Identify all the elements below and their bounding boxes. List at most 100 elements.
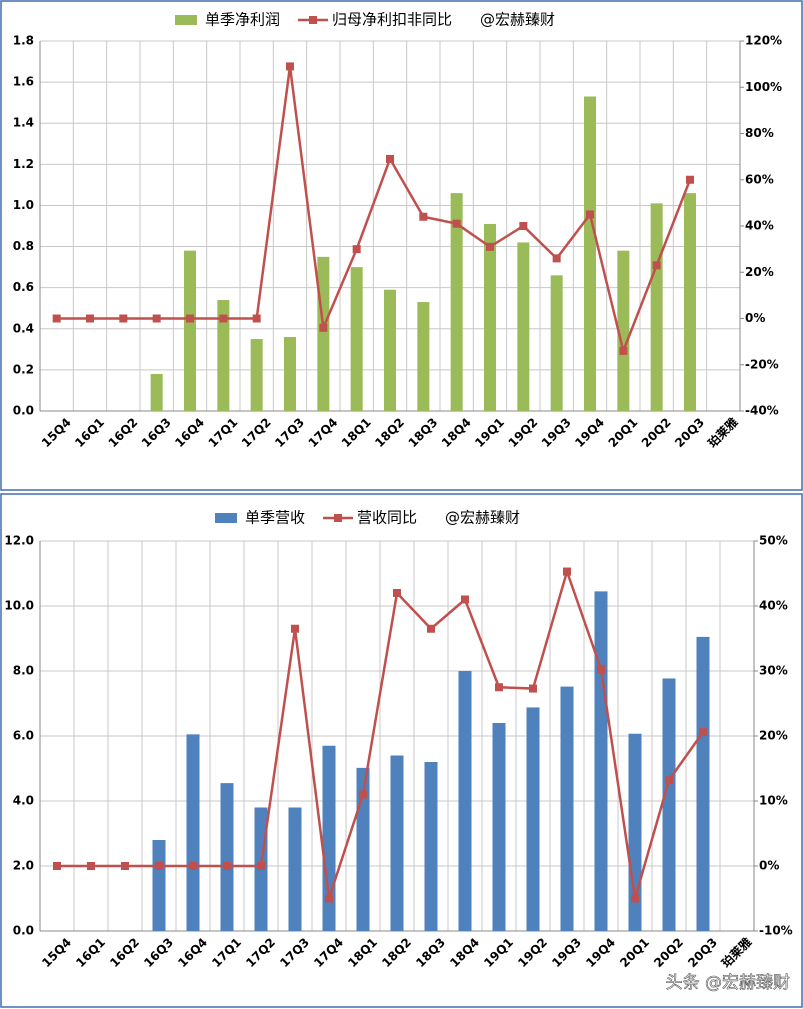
line-marker [461, 595, 469, 604]
y-tick-label: 4.0 [13, 794, 34, 808]
bar [492, 723, 506, 931]
y2-tick-label: 20% [745, 265, 774, 279]
line-marker [597, 665, 605, 674]
bar [384, 289, 396, 411]
y2-tick-label: 0% [759, 859, 779, 873]
legend-watermark: @宏赫臻财 [480, 11, 555, 29]
y-tick-label: 2.0 [13, 859, 34, 873]
line-marker [586, 210, 594, 219]
line-marker [563, 567, 571, 576]
y2-tick-label: -40% [745, 404, 779, 418]
y-tick-label: 1.4 [13, 116, 34, 130]
line-marker [87, 862, 95, 870]
line-marker [252, 314, 261, 323]
line [56, 66, 692, 356]
legend-swatch [334, 514, 343, 522]
y2-tick-label: 40% [745, 219, 774, 233]
line-marker [486, 242, 494, 251]
bar [150, 374, 163, 411]
y2-tick-label: 60% [745, 172, 774, 186]
bar [594, 591, 608, 931]
line-marker [352, 245, 361, 254]
line-marker [325, 894, 333, 903]
line-marker [257, 862, 265, 870]
line-marker [393, 589, 401, 597]
bar [284, 337, 296, 411]
line-marker [519, 222, 528, 230]
bar [220, 783, 234, 931]
bar [458, 671, 472, 931]
bar [662, 678, 676, 931]
line-marker [427, 624, 435, 633]
line-marker [359, 790, 367, 799]
bar [617, 250, 630, 411]
legend-swatch [175, 15, 197, 25]
line-marker [619, 346, 628, 355]
y2-tick-label: 20% [759, 729, 788, 743]
bar [424, 762, 438, 931]
y2-tick-label: 10% [759, 794, 788, 808]
line-marker [529, 684, 537, 693]
line-marker [186, 314, 194, 323]
bar [684, 193, 696, 411]
line-marker [121, 862, 129, 870]
bar [560, 686, 574, 931]
bar [250, 339, 263, 411]
line-marker [552, 254, 561, 263]
bar [317, 256, 330, 411]
line-marker [495, 683, 503, 692]
y2-tick-label: 80% [745, 126, 774, 140]
line-marker [119, 314, 128, 323]
y-tick-label: 0.6 [13, 280, 34, 294]
bar [450, 193, 463, 411]
y2-tick-label: 100% [745, 80, 782, 94]
y2-tick-label: 120% [745, 34, 782, 48]
line-marker [452, 219, 461, 228]
y2-tick-label: 30% [759, 664, 788, 678]
line-marker [152, 314, 161, 323]
bar [350, 267, 363, 411]
line-marker [155, 862, 163, 870]
bar [517, 242, 530, 411]
bar [417, 302, 430, 411]
bar [217, 300, 230, 411]
bar [650, 203, 663, 411]
line-marker [53, 862, 61, 870]
line-marker [86, 314, 94, 323]
line-marker [699, 728, 707, 737]
line-marker [665, 776, 673, 785]
bar [584, 96, 596, 411]
bar [526, 707, 540, 931]
y-tick-label: 0.2 [13, 362, 34, 376]
line-marker [319, 323, 328, 332]
y-tick-label: 6.0 [13, 729, 34, 743]
y2-tick-label: 50% [759, 534, 788, 548]
legend-label: 营收同比 [357, 509, 417, 527]
line-marker [686, 175, 694, 184]
bar [184, 250, 196, 411]
y-tick-label: 0.0 [13, 924, 34, 938]
y-tick-label: 12.0 [4, 534, 34, 548]
y2-tick-label: -20% [745, 357, 779, 371]
bar [550, 275, 563, 411]
bar [152, 840, 166, 931]
line-marker [223, 862, 231, 870]
footer-watermark: 头条 @宏赫臻财 [666, 973, 790, 993]
legend-label: 归母净利扣非同比 [332, 11, 452, 29]
y-tick-label: 8.0 [13, 664, 34, 678]
bar [390, 755, 404, 931]
y-tick-label: 10.0 [4, 599, 34, 613]
legend-swatch [215, 513, 237, 523]
line-marker [419, 212, 428, 221]
line-marker [631, 894, 639, 903]
line-marker [52, 314, 61, 323]
bar [356, 767, 370, 931]
bar [288, 807, 302, 931]
y2-tick-label: 0% [745, 311, 765, 325]
line-marker [189, 862, 197, 870]
line-marker [286, 62, 294, 71]
bar [186, 734, 200, 931]
legend-label: 单季净利润 [205, 11, 280, 29]
y-tick-label: 0.0 [13, 404, 34, 418]
